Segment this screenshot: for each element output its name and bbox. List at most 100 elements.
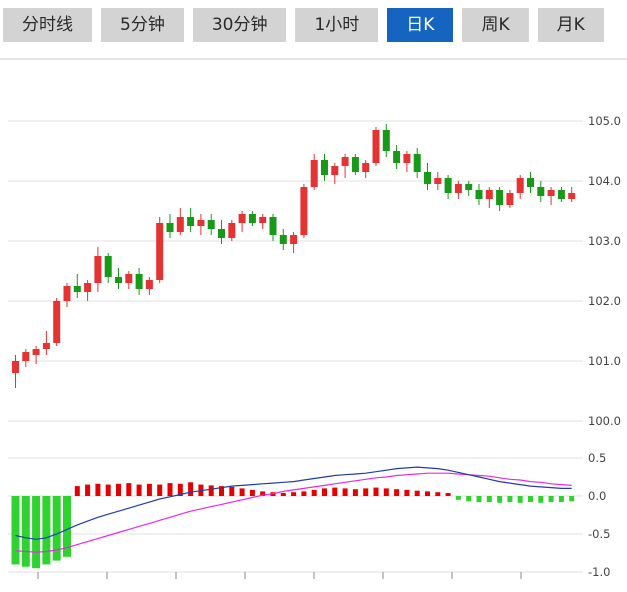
candle-body (413, 154, 421, 172)
candle-body (444, 178, 452, 193)
candle-body (475, 190, 483, 199)
price-tick-label: 103.0 (588, 234, 621, 248)
candle-body (351, 157, 359, 172)
candle-body (496, 190, 504, 205)
tab-daily-k[interactable]: 日K (387, 8, 454, 42)
candle-body (176, 217, 184, 232)
macd-hist-bar (116, 483, 121, 496)
candle-body (53, 301, 61, 343)
candle-body (372, 130, 380, 163)
macd-hist-bar (322, 488, 327, 496)
candle-body (516, 178, 524, 193)
macd-hist-bar (95, 483, 101, 496)
macd-hist-bar (52, 496, 61, 561)
macd-lines (15, 466, 572, 553)
macd-hist-bar (157, 484, 163, 496)
candle-body (218, 229, 225, 238)
macd-hist-bar (311, 489, 317, 496)
candle-body (485, 190, 493, 199)
candle-body (63, 286, 71, 301)
macd-hist-bar (466, 496, 472, 502)
tab-monthly-k[interactable]: 月K (537, 8, 604, 42)
macd-hist-bar (85, 484, 91, 496)
dea-line (15, 472, 572, 553)
candle-body (454, 184, 462, 193)
macd-hist-bar (21, 496, 30, 567)
price-tick-label: 102.0 (588, 294, 621, 308)
macd-hist-bar (260, 491, 266, 496)
candle-body (238, 214, 246, 223)
macd-hist-bar (548, 496, 554, 503)
macd-tick-label: 0.5 (588, 451, 606, 465)
macd-hist-bar (383, 488, 389, 496)
price-tick-label: 101.0 (588, 354, 621, 368)
candle-body (300, 187, 308, 235)
candle-body (279, 235, 287, 244)
candle-body (166, 223, 174, 232)
candle-body (568, 193, 576, 199)
candle-body (403, 154, 411, 163)
candles-series (12, 124, 576, 388)
macd-hist-bar (569, 496, 575, 502)
candle-body (73, 286, 81, 292)
macd-hist-bar (507, 496, 513, 503)
candle-body (310, 160, 318, 187)
macd-axis-labels: 0.5 0.0 -0.5 -1.0 (588, 451, 610, 579)
candle-body (12, 361, 19, 373)
candlestick-macd-chart: 105.0 104.0 103.0 102.0 101.0 100.0 0.5 0.0 -0.5… (0, 58, 627, 579)
candle-body (331, 166, 339, 175)
macd-hist-bar (342, 488, 348, 496)
macd-hist-bar (188, 482, 194, 496)
macd-hist-bar (425, 491, 430, 496)
macd-hist-bar (249, 489, 255, 496)
tab-weekly-k[interactable]: 周K (462, 8, 529, 42)
candle-body (290, 235, 298, 244)
macd-hist-bar (352, 489, 358, 496)
macd-hist-bar (445, 493, 451, 496)
macd-hist-bar (239, 488, 245, 496)
candle-body (527, 178, 534, 187)
tab-1hour[interactable]: 1小时 (295, 8, 379, 42)
candle-body (547, 190, 555, 196)
candle-body (104, 256, 112, 277)
macd-hist-bar (208, 485, 214, 496)
macd-hist-bar (414, 490, 420, 496)
tab-30min[interactable]: 30分钟 (192, 8, 287, 42)
macd-hist-bar (517, 496, 523, 503)
price-tick-label: 105.0 (588, 114, 621, 128)
tab-time-line[interactable]: 分时线 (3, 8, 92, 42)
candle-body (557, 190, 565, 199)
macd-hist-bar (394, 489, 400, 496)
macd-hist-bar (126, 483, 132, 496)
macd-hist-bar (219, 486, 224, 496)
tab-5min[interactable]: 5分钟 (101, 8, 184, 42)
candle-body (506, 193, 514, 205)
candle-body (228, 223, 236, 238)
chart-area: 105.0 104.0 103.0 102.0 101.0 100.0 0.5 0.0 -0.5… (0, 47, 627, 588)
candle-body (32, 349, 40, 355)
macd-hist-bar (177, 483, 183, 496)
macd-hist-bar (373, 487, 379, 496)
period-tabbar: 分时线 5分钟 30分钟 1小时 日K 周K 月K (0, 0, 627, 47)
price-tick-label: 100.0 (588, 414, 621, 428)
macd-hist-bar (42, 496, 51, 565)
macd-hist-bar (363, 488, 369, 496)
candle-body (125, 274, 133, 283)
macd-hist-bar (404, 489, 410, 496)
candle-body (22, 352, 30, 361)
candle-body (42, 343, 50, 349)
macd-hist-bar (105, 484, 111, 496)
macd-hist-bar (32, 496, 41, 569)
candle-body (393, 151, 401, 163)
candle-body (94, 256, 102, 283)
macd-hist-bar (558, 496, 564, 503)
macd-hist-bar (301, 491, 307, 496)
candle-body (537, 187, 545, 196)
macd-hist-bar (476, 496, 482, 503)
candle-body (465, 184, 473, 190)
candle-body (115, 277, 122, 283)
macd-hist-bar (74, 486, 80, 496)
macd-hist-bar (280, 493, 286, 496)
candle-body (187, 217, 195, 226)
